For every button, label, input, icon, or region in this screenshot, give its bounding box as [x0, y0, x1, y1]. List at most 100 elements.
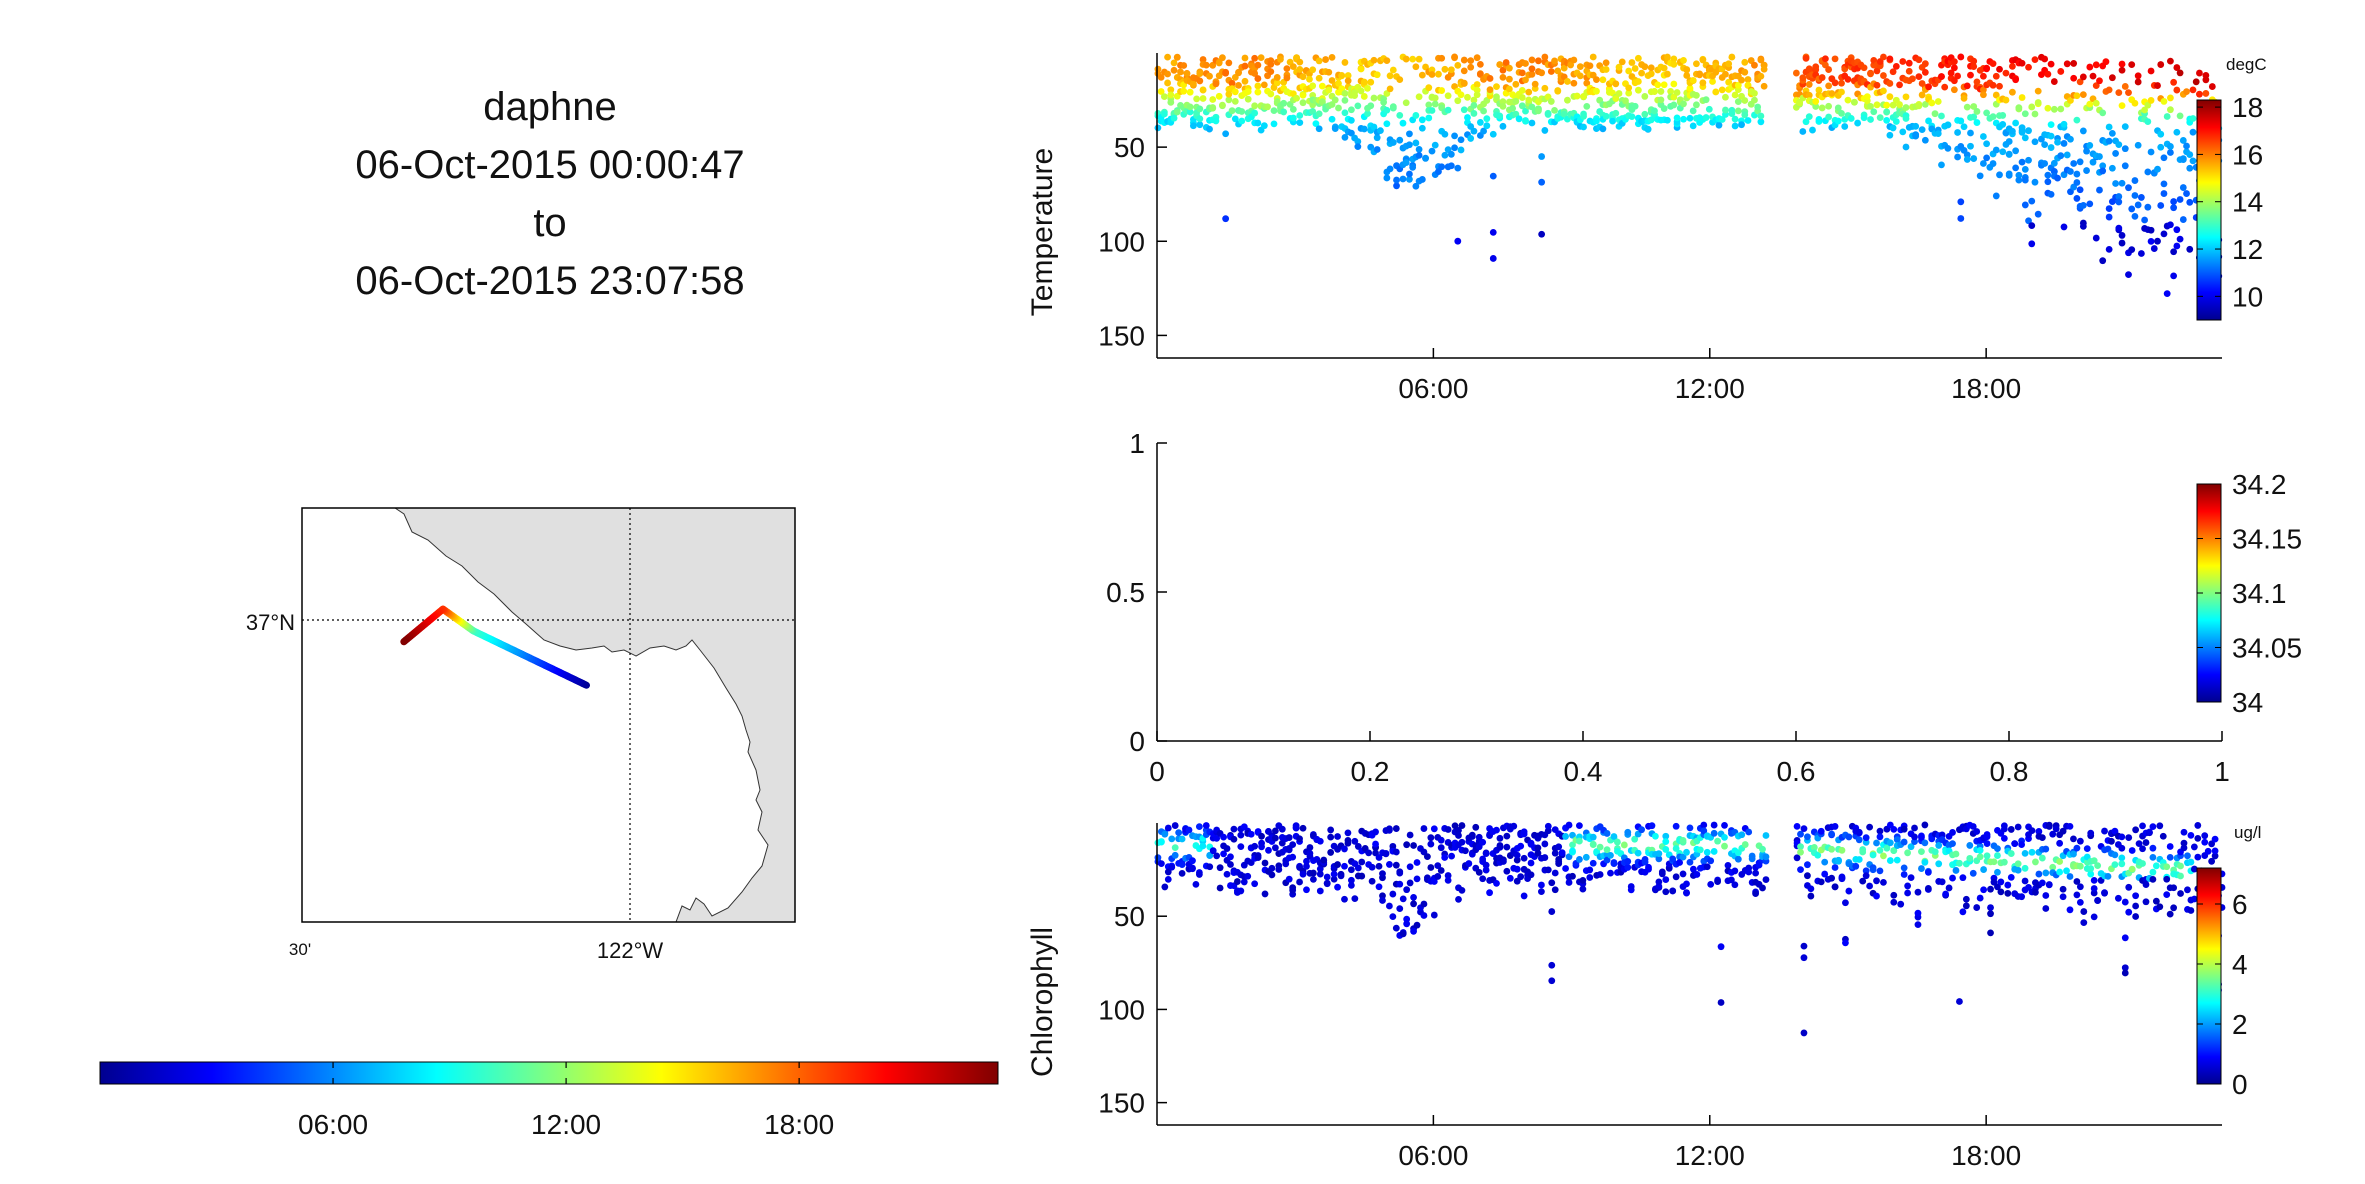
chlorophyll-point	[1949, 840, 1956, 848]
temperature-point	[1386, 165, 1394, 173]
temperature-point	[2128, 205, 2136, 213]
temperature-point	[2167, 143, 2174, 150]
temperature-point	[1473, 81, 1481, 88]
temperature-point	[1560, 64, 1568, 72]
chlorophyll-point	[1358, 858, 1366, 866]
temperature-point	[1467, 57, 1475, 65]
temperature-point	[1880, 53, 1887, 61]
temperature-point	[2160, 154, 2168, 162]
temperature-point	[1612, 109, 1620, 117]
temperature-point	[1599, 125, 1607, 133]
temperature-point	[1380, 98, 1388, 106]
chlorophyll-point	[2149, 868, 2157, 876]
temperature-point	[2031, 56, 2039, 63]
chlorophyll-point	[2087, 870, 2095, 878]
temperature-point	[1741, 58, 1749, 66]
salinity-xtick-label: 0	[1149, 756, 1165, 787]
temperature-point	[1902, 104, 1910, 111]
temperature-point	[1983, 65, 1991, 73]
temperature-point	[1186, 103, 1194, 111]
chlorophyll-point	[1327, 833, 1335, 841]
temperature-point	[2041, 160, 2049, 167]
chlorophyll-point	[1959, 908, 1967, 916]
chlorophyll-point	[1624, 858, 1632, 865]
chlorophyll-colorbar-ticks: 0 2 4 6	[2197, 889, 2248, 1100]
temperature-point	[2021, 201, 2029, 209]
temperature-point	[2063, 60, 2071, 68]
chlorophyll-point	[1413, 859, 1421, 866]
temperature-point	[1325, 68, 1333, 76]
temperature-point	[1693, 91, 1700, 99]
chlorophyll-point	[1527, 871, 1535, 879]
chlorophyll-point	[1997, 878, 2005, 886]
temperature-point	[1254, 75, 1262, 82]
temperature-point	[1328, 77, 1336, 84]
chlorophyll-point	[2038, 879, 2046, 887]
temperature-point	[1299, 99, 1307, 107]
temperature-point	[1428, 71, 1436, 78]
chlorophyll-point	[1914, 909, 1922, 917]
chlorophyll-point	[1987, 910, 1994, 918]
temperature-point	[1950, 86, 1958, 94]
temperature-point	[1805, 113, 1813, 121]
chlorophyll-point	[2059, 893, 2067, 901]
chlorophyll-point	[2007, 826, 2015, 833]
chlorophyll-cb-tick-label: 0	[2232, 1069, 2248, 1100]
temperature-point	[2025, 63, 2032, 71]
chlorophyll-point	[1762, 853, 1770, 861]
temperature-point	[1593, 117, 1600, 125]
temperature-point	[1576, 72, 1584, 80]
temperature-point	[1570, 56, 1578, 64]
temperature-point	[1915, 102, 1923, 110]
chlorophyll-point	[2152, 897, 2160, 905]
chlorophyll-point	[1569, 847, 1576, 855]
chlorophyll-point	[2111, 861, 2119, 869]
chlorophyll-point	[1320, 856, 1328, 864]
temperature-point	[1834, 104, 1842, 112]
temperature-point	[1435, 168, 1442, 176]
temperature-point	[1989, 160, 1997, 167]
temperature-point	[1828, 90, 1836, 97]
chlorophyll-point	[1907, 874, 1915, 882]
chlorophyll-point	[1914, 921, 1922, 929]
chlorophyll-point	[1420, 825, 1428, 832]
chlorophyll-point	[1399, 895, 1407, 903]
chlorophyll-point	[1544, 822, 1552, 830]
temperature-point	[1283, 74, 1291, 82]
chlorophyll-point	[2125, 908, 2133, 916]
temperature-point	[2183, 190, 2190, 197]
chlorophyll-point	[1714, 837, 1721, 845]
temperature-point	[1289, 63, 1297, 71]
chlorophyll-point	[1306, 850, 1314, 857]
temperature-point	[1580, 123, 1587, 131]
time-colorbar-tick-label: 12:00	[531, 1109, 601, 1140]
map-frame	[301, 507, 796, 923]
chlorophyll-point	[2014, 860, 2022, 868]
chlorophyll-point	[1458, 886, 1466, 894]
chlorophyll-point	[1423, 853, 1431, 861]
chlorophyll-point	[1437, 867, 1445, 874]
chlorophyll-point	[1994, 852, 2001, 859]
temperature-point	[2183, 142, 2190, 150]
temperature-point	[1460, 67, 1468, 75]
temperature-point	[1244, 95, 1252, 103]
chlorophyll-point	[2042, 845, 2050, 853]
temperature-point	[2160, 190, 2168, 197]
temperature-point	[2125, 271, 2132, 278]
temperature-point	[1289, 105, 1297, 113]
temperature-point	[1873, 81, 1881, 89]
chlorophyll-point	[1341, 845, 1348, 853]
temperature-point	[1834, 117, 1842, 125]
temperature-point	[1483, 115, 1491, 123]
temperature-point	[1412, 182, 1420, 190]
temperature-point	[2086, 100, 2094, 108]
temperature-point	[1354, 138, 1362, 145]
chlorophyll-point	[1403, 886, 1411, 894]
chlorophyll-point	[1911, 838, 1918, 846]
chlorophyll-point	[2204, 847, 2212, 855]
temperature-point	[1660, 81, 1668, 89]
chlorophyll-point	[1700, 821, 1708, 829]
chlorophyll-point	[2142, 881, 2150, 888]
temperature-point	[1393, 182, 1400, 190]
chlorophyll-point	[1911, 824, 1918, 832]
